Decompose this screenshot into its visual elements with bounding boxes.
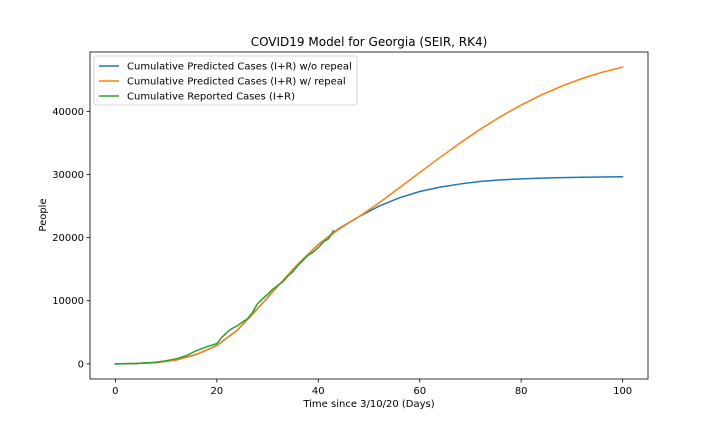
y-tick-label: 20000: [52, 233, 84, 244]
y-tick-label: 10000: [52, 296, 84, 307]
plot-lines: [114, 66, 624, 365]
x-tick-label: 0: [112, 386, 118, 397]
y-tick-label: 30000: [52, 170, 84, 181]
x-tick-label: 80: [515, 386, 528, 397]
legend: Cumulative Predicted Cases (I+R) w/o rep…: [93, 55, 358, 106]
x-tick-label: 100: [613, 386, 632, 397]
x-tick-label: 40: [312, 386, 325, 397]
y-tick-label: 40000: [52, 107, 84, 118]
series-line-1: [114, 66, 624, 365]
x-tick-label: 60: [413, 386, 426, 397]
chart-title: COVID19 Model for Georgia (SEIR, RK4): [251, 35, 488, 49]
legend-box: [93, 55, 358, 106]
legend-label-0: Cumulative Predicted Cases (I+R) w/o rep…: [127, 62, 352, 73]
series-line-2: [114, 229, 335, 365]
y-axis-label: People: [38, 198, 49, 231]
plot-frame: [89, 51, 649, 380]
y-tick-label: 0: [78, 359, 84, 370]
axes: 0 20 40 60 80 100 0 10000 20000 30000 40000: [52, 107, 632, 397]
plot-area-background: [90, 52, 648, 379]
legend-label-2: Cumulative Reported Cases (I+R): [127, 92, 295, 103]
x-axis-label: Time since 3/10/20 (Days): [302, 399, 434, 410]
x-tick-label: 20: [210, 386, 223, 397]
legend-label-1: Cumulative Predicted Cases (I+R) w/ repe…: [127, 77, 346, 88]
